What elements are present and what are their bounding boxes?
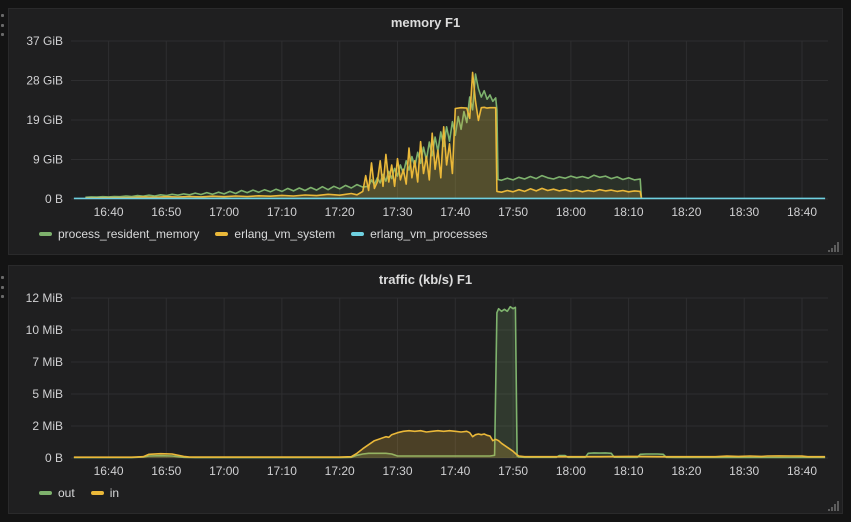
traffic-chart-plot[interactable]: 0 B 2 MiB 5 MiB 7 MiB 10 MiB 12 MiB 16:40 16:50… <box>17 290 834 482</box>
panel-resize-handle-icon[interactable] <box>828 242 840 252</box>
svg-text:0 B: 0 B <box>45 451 63 465</box>
memory-legend: process_resident_memory erlang_vm_system… <box>17 223 834 245</box>
legend-label: out <box>58 486 75 500</box>
panel-memory: memory F1 0 B 9 GiB 19 GiB 28 GiB 37 GiB 16:4… <box>8 8 843 255</box>
series-color-swatch <box>351 232 365 236</box>
svg-text:9 GiB: 9 GiB <box>33 153 63 167</box>
svg-text:17:20: 17:20 <box>325 464 355 478</box>
legend-item-erlang-vm-system[interactable]: erlang_vm_system <box>215 227 335 241</box>
svg-text:17:30: 17:30 <box>382 464 412 478</box>
traffic-legend: out in <box>17 482 834 504</box>
svg-text:7 MiB: 7 MiB <box>32 355 63 369</box>
legend-item-out[interactable]: out <box>39 486 75 500</box>
svg-text:19 GiB: 19 GiB <box>26 113 63 127</box>
svg-text:17:00: 17:00 <box>209 205 239 219</box>
svg-text:17:20: 17:20 <box>325 205 355 219</box>
row-drag-handle[interactable] <box>0 14 6 36</box>
svg-text:18:30: 18:30 <box>729 205 759 219</box>
svg-text:17:30: 17:30 <box>382 205 412 219</box>
svg-text:17:10: 17:10 <box>267 464 297 478</box>
svg-text:0 B: 0 B <box>45 192 63 206</box>
svg-text:18:30: 18:30 <box>729 464 759 478</box>
svg-text:17:10: 17:10 <box>267 205 297 219</box>
svg-text:18:00: 18:00 <box>556 205 586 219</box>
svg-text:16:50: 16:50 <box>151 464 181 478</box>
panel-title-memory[interactable]: memory F1 <box>390 15 461 30</box>
series-color-swatch <box>90 491 104 495</box>
svg-text:17:50: 17:50 <box>498 205 528 219</box>
panel-title-traffic[interactable]: traffic (kb/s) F1 <box>378 272 473 287</box>
svg-text:16:50: 16:50 <box>151 205 181 219</box>
svg-text:28 GiB: 28 GiB <box>26 74 63 88</box>
svg-text:17:40: 17:40 <box>440 464 470 478</box>
svg-text:37 GiB: 37 GiB <box>26 34 63 48</box>
svg-text:2 MiB: 2 MiB <box>32 419 63 433</box>
svg-text:18:40: 18:40 <box>787 205 817 219</box>
svg-text:17:40: 17:40 <box>440 205 470 219</box>
svg-text:18:10: 18:10 <box>614 205 644 219</box>
svg-text:18:10: 18:10 <box>614 464 644 478</box>
legend-label: erlang_vm_system <box>234 227 336 241</box>
panel-traffic: traffic (kb/s) F1 0 B 2 MiB 5 MiB 7 MiB 10 M… <box>8 265 843 514</box>
svg-text:16:40: 16:40 <box>94 205 124 219</box>
svg-text:18:00: 18:00 <box>556 464 586 478</box>
svg-text:5 MiB: 5 MiB <box>32 387 63 401</box>
legend-item-erlang-vm-processes[interactable]: erlang_vm_processes <box>351 227 488 241</box>
legend-label: in <box>109 486 120 500</box>
svg-text:18:20: 18:20 <box>671 464 701 478</box>
svg-text:10 MiB: 10 MiB <box>26 323 63 337</box>
svg-text:17:00: 17:00 <box>209 464 239 478</box>
series-color-swatch <box>39 232 52 236</box>
legend-label: process_resident_memory <box>58 227 200 241</box>
svg-text:18:40: 18:40 <box>787 464 817 478</box>
series-color-swatch <box>39 491 52 495</box>
legend-label: erlang_vm_processes <box>370 227 488 241</box>
svg-text:12 MiB: 12 MiB <box>26 291 63 305</box>
svg-text:17:50: 17:50 <box>498 464 528 478</box>
svg-text:18:20: 18:20 <box>671 205 701 219</box>
panel-resize-handle-icon[interactable] <box>828 501 840 511</box>
legend-item-process-resident-memory[interactable]: process_resident_memory <box>39 227 199 241</box>
memory-chart-plot[interactable]: 0 B 9 GiB 19 GiB 28 GiB 37 GiB 16:40 16:50 17:0… <box>17 33 834 223</box>
svg-text:16:40: 16:40 <box>94 464 124 478</box>
row-drag-handle[interactable] <box>0 276 6 298</box>
legend-item-in[interactable]: in <box>90 486 120 500</box>
series-color-swatch <box>215 232 229 236</box>
